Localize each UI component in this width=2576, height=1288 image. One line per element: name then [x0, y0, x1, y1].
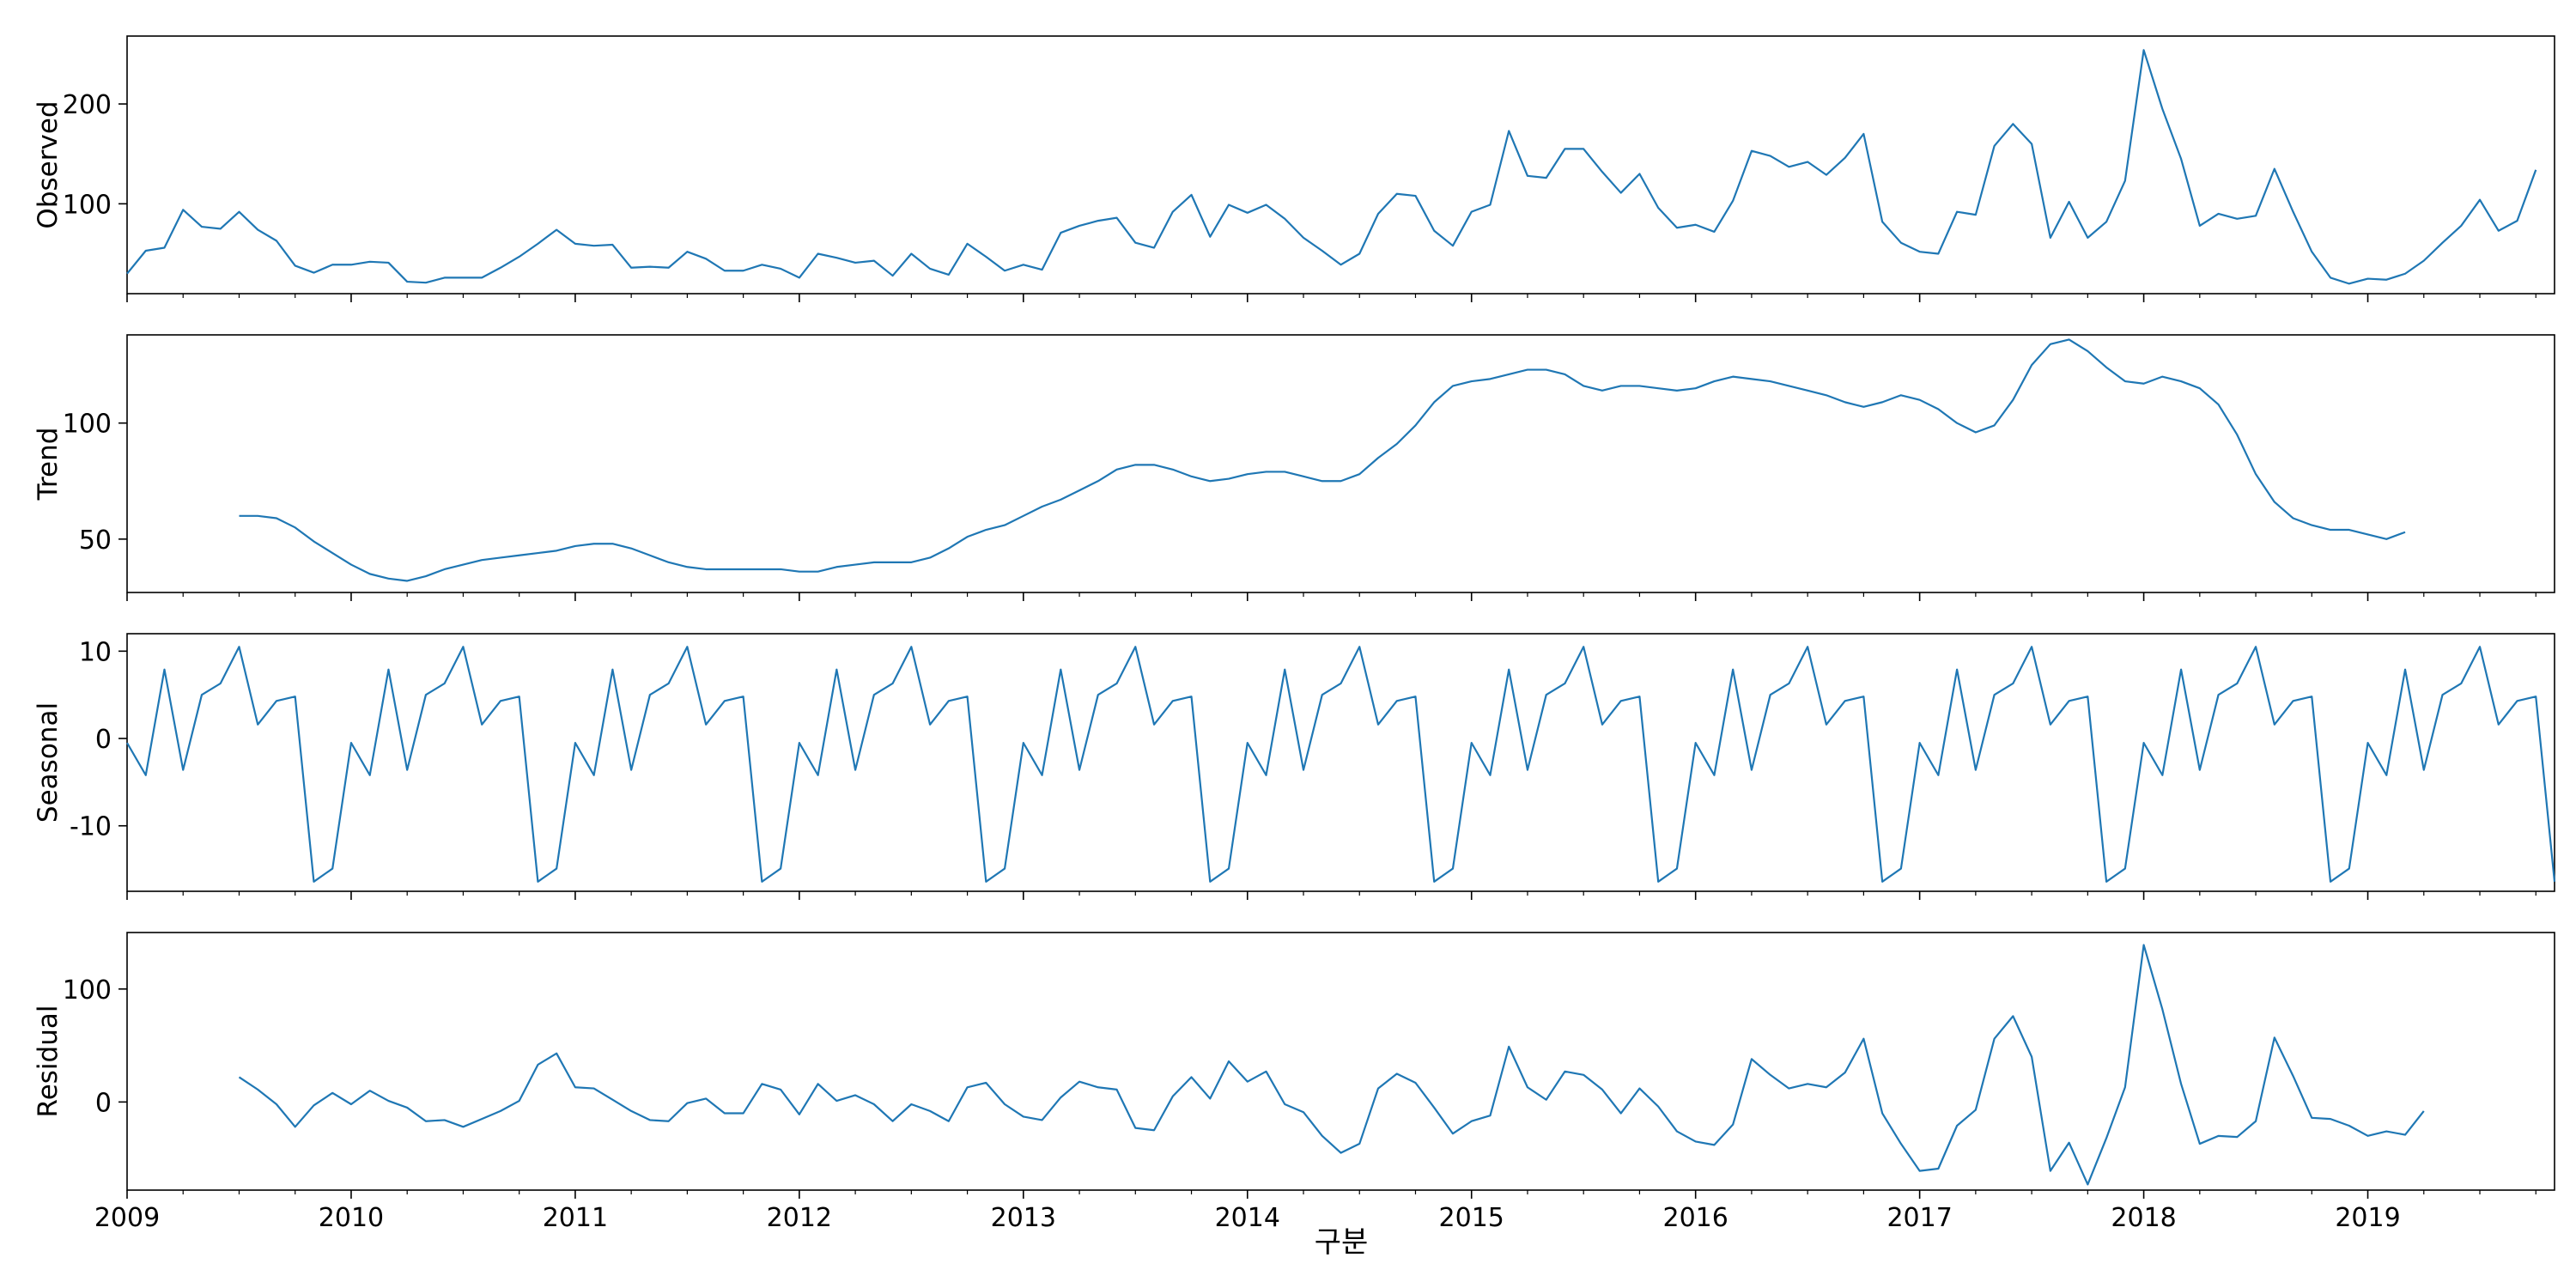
series-line-trend — [239, 338, 2406, 582]
y-axis-title: Residual — [33, 1005, 64, 1118]
x-tick-label: 2009 — [94, 1203, 160, 1233]
y-tick-label: 0 — [95, 725, 112, 755]
y-tick-label: 100 — [63, 410, 112, 440]
y-axis-title: Trend — [33, 428, 64, 501]
x-tick-label: 2019 — [2335, 1203, 2400, 1233]
panel-frame — [126, 932, 2555, 1191]
y-tick-label: 50 — [79, 526, 112, 556]
y-axis-title: Observed — [33, 100, 64, 228]
x-tick-label: 2012 — [767, 1203, 832, 1233]
panel-frame — [126, 633, 2555, 892]
panel-frame — [126, 334, 2555, 593]
x-axis-title: 구분 — [1315, 1225, 1369, 1260]
panels: 100200Observed50100Trend-10010Seasonal01… — [33, 35, 2556, 1233]
series-line-observed — [126, 49, 2537, 285]
y-axis-title: Seasonal — [33, 702, 64, 823]
x-tick-label: 2017 — [1886, 1203, 1952, 1233]
x-tick-label: 2010 — [319, 1203, 384, 1233]
y-tick-label: -10 — [70, 812, 112, 842]
panel-seasonal: -10 0 10 Seasonal — [33, 633, 2556, 900]
y-tick-label: 10 — [79, 637, 112, 667]
y-tick-label: 100 — [63, 190, 112, 220]
series-line-residual — [238, 944, 2425, 1186]
y-tick-label: 0 — [95, 1088, 112, 1118]
x-tick-label: 2011 — [543, 1203, 608, 1233]
x-tick-label: 2018 — [2111, 1203, 2176, 1233]
x-tick-label: 2014 — [1215, 1203, 1280, 1233]
x-tick-label: 2016 — [1662, 1203, 1728, 1233]
y-tick-label: 200 — [63, 90, 112, 120]
x-tick-label: 2015 — [1439, 1203, 1504, 1233]
series-line-seasonal — [126, 646, 2556, 883]
panel-frame — [126, 35, 2555, 295]
y-tick-label: 100 — [63, 975, 112, 1005]
x-tick-label: 2013 — [991, 1203, 1056, 1233]
